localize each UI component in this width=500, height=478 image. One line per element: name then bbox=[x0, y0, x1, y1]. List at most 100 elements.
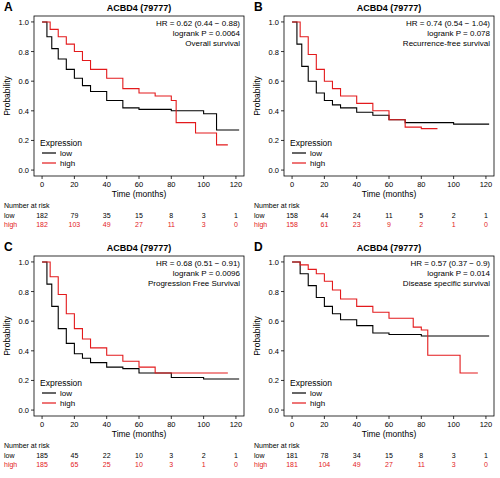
risk-count: 25 bbox=[103, 461, 111, 468]
risk-count: 9 bbox=[387, 221, 391, 228]
risk-count: 3 bbox=[452, 452, 456, 459]
y-tick bbox=[281, 291, 284, 292]
survival-curve bbox=[292, 22, 437, 129]
x-axis-label: Time (months) bbox=[362, 429, 417, 439]
risk-count: 1 bbox=[484, 452, 488, 459]
x-tick-label: 40 bbox=[103, 180, 111, 189]
x-tick-label: 20 bbox=[320, 180, 328, 189]
x-tick bbox=[453, 176, 454, 179]
y-axis-label: Probability bbox=[252, 75, 262, 115]
x-tick bbox=[139, 416, 140, 419]
y-tick bbox=[281, 170, 284, 171]
legend-label: low bbox=[60, 149, 72, 158]
risk-count: 104 bbox=[319, 461, 331, 468]
y-tick bbox=[31, 21, 34, 22]
y-tick bbox=[281, 380, 284, 381]
x-tick bbox=[74, 416, 75, 419]
x-axis-label: Time (months) bbox=[362, 189, 417, 199]
annotation: Disease specific survival bbox=[403, 279, 490, 288]
risk-count: 49 bbox=[353, 461, 361, 468]
risk-row-label: high bbox=[4, 221, 17, 229]
x-tick-label: 20 bbox=[320, 420, 328, 429]
x-tick bbox=[292, 176, 293, 179]
risk-count: 3 bbox=[452, 461, 456, 468]
x-tick bbox=[42, 176, 43, 179]
x-tick-label: 80 bbox=[417, 180, 425, 189]
risk-count: 0 bbox=[484, 461, 488, 468]
y-tick-label: 1.0 bbox=[269, 258, 279, 267]
risk-count: 34 bbox=[353, 452, 361, 459]
risk-row-label: low bbox=[254, 212, 265, 219]
panel: DACBD4 (79777)0.00.20.40.60.81.002040608… bbox=[252, 240, 494, 469]
legend-title: Expression bbox=[40, 378, 82, 388]
plot-frame bbox=[34, 16, 244, 176]
y-tick bbox=[31, 350, 34, 351]
x-tick-label: 20 bbox=[70, 180, 78, 189]
x-tick bbox=[485, 416, 486, 419]
y-tick bbox=[31, 140, 34, 141]
x-tick bbox=[42, 416, 43, 419]
title: ACBD4 (79777) bbox=[107, 243, 172, 253]
risk-count: 158 bbox=[286, 221, 298, 228]
x-tick-label: 60 bbox=[385, 420, 393, 429]
risk-table-title: Number at risk bbox=[254, 202, 300, 209]
y-tick bbox=[281, 81, 284, 82]
x-tick bbox=[139, 176, 140, 179]
annotation: Overall survival bbox=[185, 39, 240, 48]
y-tick-label: 0.6 bbox=[19, 77, 29, 86]
annotation: logrank P = 0.014 bbox=[427, 269, 490, 278]
x-tick-label: 100 bbox=[447, 180, 460, 189]
y-tick-label: 0.0 bbox=[19, 166, 29, 175]
x-tick bbox=[106, 176, 107, 179]
x-tick-label: 60 bbox=[135, 420, 143, 429]
legend-swatch bbox=[42, 392, 56, 393]
legend-label: high bbox=[310, 159, 325, 168]
x-tick bbox=[74, 176, 75, 179]
y-tick bbox=[281, 261, 284, 262]
x-tick-label: 0 bbox=[290, 420, 294, 429]
risk-count: 10 bbox=[135, 452, 143, 459]
x-tick-label: 100 bbox=[447, 420, 460, 429]
x-tick bbox=[171, 416, 172, 419]
x-tick bbox=[106, 416, 107, 419]
risk-count: 3 bbox=[202, 221, 206, 228]
risk-count: 1 bbox=[202, 461, 206, 468]
legend-swatch bbox=[292, 392, 306, 393]
y-tick bbox=[31, 110, 34, 111]
x-tick bbox=[203, 416, 204, 419]
y-tick bbox=[281, 110, 284, 111]
y-tick-label: 0.2 bbox=[19, 136, 29, 145]
risk-count: 24 bbox=[353, 212, 361, 219]
risk-count: 44 bbox=[320, 212, 328, 219]
x-tick-label: 100 bbox=[197, 180, 210, 189]
legend-swatch bbox=[292, 402, 306, 403]
risk-count: 158 bbox=[286, 212, 298, 219]
risk-row-label: low bbox=[4, 452, 15, 459]
panel-label: A bbox=[4, 0, 13, 14]
x-tick-label: 60 bbox=[135, 180, 143, 189]
y-tick-label: 0.8 bbox=[19, 48, 29, 57]
y-tick bbox=[31, 81, 34, 82]
y-tick bbox=[31, 170, 34, 171]
x-tick-label: 80 bbox=[417, 420, 425, 429]
plot-frame bbox=[284, 256, 494, 416]
risk-row-label: high bbox=[4, 461, 17, 469]
annotation: Progression Free Survival bbox=[148, 279, 240, 288]
title: ACBD4 (79777) bbox=[357, 243, 422, 253]
x-tick bbox=[389, 176, 390, 179]
risk-row-label: high bbox=[254, 221, 267, 229]
risk-row-label: low bbox=[4, 212, 15, 219]
risk-count: 65 bbox=[70, 461, 78, 468]
y-tick-label: 0.6 bbox=[269, 77, 279, 86]
y-tick-label: 0.2 bbox=[19, 376, 29, 385]
y-tick bbox=[31, 261, 34, 262]
y-tick-label: 0.6 bbox=[19, 317, 29, 326]
risk-count: 5 bbox=[419, 212, 423, 219]
legend-label: low bbox=[60, 389, 72, 398]
x-tick-label: 20 bbox=[70, 420, 78, 429]
x-tick-label: 0 bbox=[40, 180, 44, 189]
x-tick-label: 120 bbox=[480, 420, 493, 429]
risk-count: 11 bbox=[418, 461, 425, 468]
annotation: HR = 0.57 (0.37 − 0.9) bbox=[410, 259, 490, 268]
x-tick bbox=[235, 416, 236, 419]
